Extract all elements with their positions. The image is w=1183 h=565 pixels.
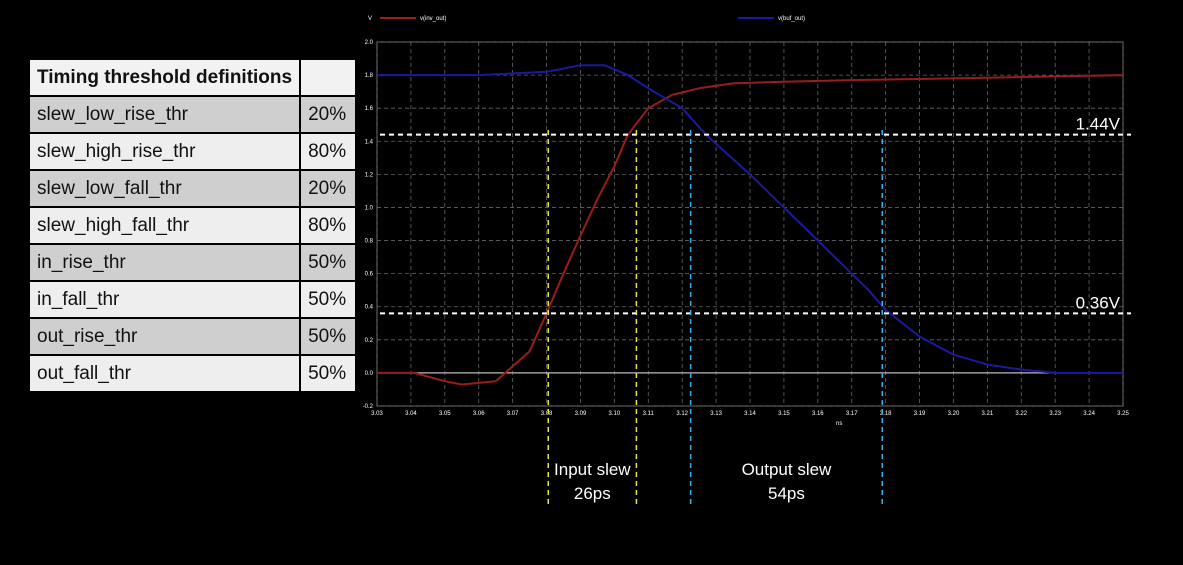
threshold-name: out_rise_thr	[27, 317, 302, 356]
legend: v(inv_out) v(buf_out)	[380, 16, 805, 22]
x-tick-label: 3.23	[1049, 411, 1061, 417]
table-row: in_rise_thr 50%	[27, 243, 358, 282]
x-tick-label: 3.09	[575, 411, 587, 417]
threshold-name: slew_low_fall_thr	[27, 169, 302, 208]
y-tick-label: 0.6	[365, 272, 374, 278]
y-tick-label: 0.2	[365, 338, 374, 344]
threshold-table: Timing threshold definitions slew_low_ri…	[27, 58, 358, 393]
threshold-name: slew_high_fall_thr	[27, 206, 302, 245]
x-tick-label: 3.08	[541, 411, 553, 417]
threshold-value: 50%	[299, 243, 358, 282]
x-tick-label: 3.12	[676, 411, 688, 417]
threshold-name: in_rise_thr	[27, 243, 302, 282]
y-tick-label: 0.0	[365, 371, 374, 377]
x-tick-label: 3.21	[982, 411, 994, 417]
x-tick-label: 3.07	[507, 411, 519, 417]
x-tick-label: 3.25	[1117, 411, 1129, 417]
input-slew-value: 26ps	[574, 484, 611, 503]
x-tick-label: 3.05	[439, 411, 451, 417]
x-tick-label: 3.22	[1015, 411, 1027, 417]
x-tick-label: 3.20	[948, 411, 960, 417]
x-tick-label: 3.19	[914, 411, 926, 417]
y-tick-label: -0.2	[363, 404, 374, 410]
threshold-label: 1.44V	[1076, 115, 1121, 134]
y-tick-label: 2.0	[365, 40, 374, 46]
threshold-name: out_fall_thr	[27, 354, 302, 393]
x-tick-label: 3.16	[812, 411, 824, 417]
x-tick-label: 3.14	[744, 411, 756, 417]
y-axis-label: V	[368, 16, 372, 22]
y-tick-label: 1.0	[365, 205, 374, 211]
output-slew-title: Output slew	[742, 460, 832, 479]
table-row: slew_high_fall_thr 80%	[27, 206, 358, 245]
table-row: slew_low_rise_thr 20%	[27, 95, 358, 134]
marker-lines	[547, 130, 883, 508]
table-header-row: Timing threshold definitions	[27, 58, 358, 97]
threshold-lines: 1.44V 0.36V	[380, 115, 1131, 315]
x-tick-label: 3.24	[1083, 411, 1095, 417]
x-tick-label: 3.06	[473, 411, 485, 417]
threshold-name: in_fall_thr	[27, 280, 302, 319]
threshold-value: 20%	[299, 95, 358, 134]
x-tick-label: 3.03	[371, 411, 383, 417]
legend-label-0: v(inv_out)	[420, 16, 446, 22]
waveforms	[377, 64, 1124, 386]
table-row: out_fall_thr 50%	[27, 354, 358, 393]
x-tick-label: 3.10	[609, 411, 621, 417]
table-row: slew_low_fall_thr 20%	[27, 169, 358, 208]
threshold-value: 80%	[299, 132, 358, 171]
x-tick-label: 3.11	[643, 411, 655, 417]
table-header-title: Timing threshold definitions	[27, 58, 302, 97]
y-tick-label: 1.8	[365, 73, 374, 79]
threshold-value: 50%	[299, 317, 358, 356]
output-slew-value: 54ps	[768, 484, 805, 503]
table-row: out_rise_thr 50%	[27, 317, 358, 356]
y-tick-label: 1.4	[365, 139, 374, 145]
table-header-blank	[299, 58, 358, 97]
x-axis-label: ns	[836, 421, 842, 427]
tick-labels: 3.03 3.04 3.05 3.06 3.07 3.08 3.09 3.10 3.11 3.12…	[363, 16, 1130, 427]
x-tick-label: 3.13	[710, 411, 722, 417]
plot-grid	[376, 41, 1124, 407]
threshold-value: 80%	[299, 206, 358, 245]
series-line-1	[377, 64, 1123, 374]
table-row: in_fall_thr 50%	[27, 280, 358, 319]
series-line-0	[377, 74, 1124, 386]
table-row: slew_high_rise_thr 80%	[27, 132, 358, 171]
y-tick-label: 0.4	[365, 305, 374, 311]
x-tick-label: 3.17	[846, 411, 858, 417]
y-tick-label: 1.6	[365, 106, 374, 112]
legend-label-1: v(buf_out)	[778, 16, 805, 22]
x-tick-label: 3.15	[778, 411, 790, 417]
y-tick-label: 0.8	[365, 239, 374, 245]
input-slew-title: Input slew	[554, 460, 631, 479]
threshold-value: 50%	[299, 280, 358, 319]
threshold-value: 20%	[299, 169, 358, 208]
threshold-value: 50%	[299, 354, 358, 393]
threshold-name: slew_low_rise_thr	[27, 95, 302, 134]
x-tick-label: 3.18	[880, 411, 892, 417]
threshold-name: slew_high_rise_thr	[27, 132, 302, 171]
threshold-label: 0.36V	[1076, 293, 1121, 312]
slew-annotations: Input slew 26ps Output slew 54ps	[554, 460, 832, 503]
y-tick-label: 1.2	[365, 172, 374, 178]
x-tick-label: 3.04	[405, 411, 417, 417]
